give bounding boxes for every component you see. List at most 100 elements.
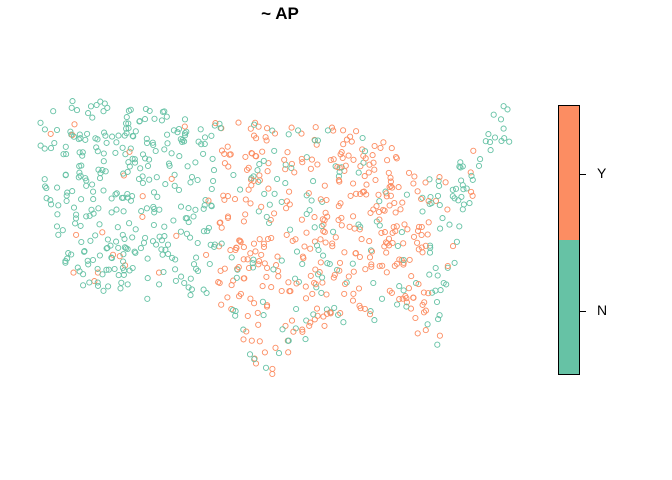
map-point-y bbox=[391, 199, 398, 207]
map-point-n bbox=[396, 283, 403, 290]
map-point-y bbox=[411, 173, 418, 180]
map-point-n bbox=[126, 163, 133, 170]
map-point-y bbox=[242, 196, 249, 203]
map-point-y bbox=[363, 181, 370, 188]
map-point-y bbox=[262, 134, 269, 141]
map-point-y bbox=[242, 153, 249, 160]
map-point-y bbox=[224, 143, 231, 150]
legend-tick-y bbox=[580, 174, 586, 175]
map-point-y bbox=[203, 251, 210, 258]
map-point-y bbox=[388, 145, 395, 152]
map-point-n bbox=[487, 147, 494, 154]
map-point-n bbox=[426, 249, 434, 256]
map-point-y bbox=[376, 262, 383, 270]
map-point-n bbox=[206, 260, 213, 268]
map-point-y bbox=[386, 202, 393, 209]
map-point-n bbox=[190, 213, 197, 220]
map-point-n bbox=[400, 256, 407, 264]
map-point-y bbox=[47, 130, 54, 137]
map-point-n bbox=[62, 257, 69, 265]
map-point-n bbox=[181, 116, 189, 123]
map-point-y bbox=[405, 169, 413, 176]
map-point-n bbox=[75, 136, 82, 143]
legend-label-n: N bbox=[597, 302, 608, 318]
map-point-y bbox=[396, 296, 403, 303]
map-point-y bbox=[307, 165, 314, 172]
map-point-n bbox=[232, 312, 239, 319]
map-point-n bbox=[319, 274, 326, 281]
map-point-n bbox=[323, 306, 330, 313]
map-point-n bbox=[47, 197, 54, 204]
map-point-n bbox=[159, 108, 166, 115]
map-point-n bbox=[113, 206, 120, 213]
map-point-n bbox=[482, 138, 489, 145]
map-point-n bbox=[340, 319, 347, 326]
map-point-n bbox=[207, 241, 214, 248]
map-point-y bbox=[425, 219, 432, 226]
map-point-y bbox=[71, 121, 78, 128]
map-point-y bbox=[240, 218, 247, 225]
map-point-n bbox=[73, 107, 81, 114]
map-point-n bbox=[485, 131, 492, 138]
map-point-y bbox=[468, 188, 475, 195]
map-point-n bbox=[203, 289, 210, 297]
map-point-n bbox=[205, 224, 212, 231]
map-point-y bbox=[258, 251, 265, 258]
map-point-n bbox=[87, 103, 95, 110]
legend-colorbar bbox=[558, 105, 580, 375]
map-point-y bbox=[353, 128, 360, 135]
map-point-n bbox=[282, 180, 289, 187]
map-point-n bbox=[113, 238, 120, 245]
map-point-n bbox=[103, 139, 110, 146]
map-point-y bbox=[419, 301, 426, 308]
map-point-y bbox=[377, 144, 384, 151]
map-point-n bbox=[41, 145, 48, 152]
map-point-n bbox=[504, 106, 511, 113]
map-point-y bbox=[340, 141, 347, 148]
map-point-y bbox=[293, 280, 300, 287]
map-point-y bbox=[228, 305, 235, 313]
map-point-n bbox=[161, 223, 168, 230]
map-point-n bbox=[150, 221, 157, 229]
map-point-n bbox=[278, 257, 285, 264]
map-point-y bbox=[368, 261, 375, 268]
map-point-n bbox=[120, 258, 127, 265]
map-point-y bbox=[370, 206, 377, 213]
map-point-n bbox=[89, 181, 96, 188]
map-point-n bbox=[69, 98, 76, 105]
map-point-n bbox=[338, 164, 345, 171]
map-point-n bbox=[185, 205, 192, 212]
map-point-y bbox=[337, 310, 344, 317]
map-point-n bbox=[500, 103, 507, 110]
map-point-y bbox=[384, 240, 391, 247]
map-point-y bbox=[341, 290, 348, 297]
map-point-n bbox=[285, 131, 292, 138]
map-point-y bbox=[404, 226, 411, 233]
map-point-y bbox=[302, 295, 310, 302]
map-point-n bbox=[349, 260, 356, 267]
map-point-y bbox=[334, 163, 341, 171]
map-point-n bbox=[41, 176, 48, 183]
map-point-n bbox=[424, 321, 431, 328]
map-point-y bbox=[317, 236, 324, 243]
map-point-n bbox=[466, 200, 473, 207]
map-point-y bbox=[288, 124, 295, 131]
map-point-n bbox=[451, 195, 458, 202]
map-point-y bbox=[244, 256, 251, 263]
map-point-y bbox=[247, 250, 254, 257]
map-point-n bbox=[37, 119, 44, 126]
map-point-y bbox=[400, 240, 407, 247]
map-point-y bbox=[284, 149, 291, 156]
map-point-y bbox=[414, 227, 422, 234]
map-point-n bbox=[130, 133, 137, 140]
map-point-n bbox=[326, 260, 333, 268]
map-point-y bbox=[392, 153, 400, 161]
map-point-n bbox=[95, 205, 102, 212]
map-point-n bbox=[428, 200, 435, 207]
map-point-y bbox=[420, 289, 427, 296]
map-point-n bbox=[137, 165, 144, 172]
map-point-y bbox=[168, 175, 175, 182]
map-point-y bbox=[346, 223, 353, 230]
map-point-n bbox=[143, 139, 151, 147]
map-point-y bbox=[259, 148, 266, 155]
